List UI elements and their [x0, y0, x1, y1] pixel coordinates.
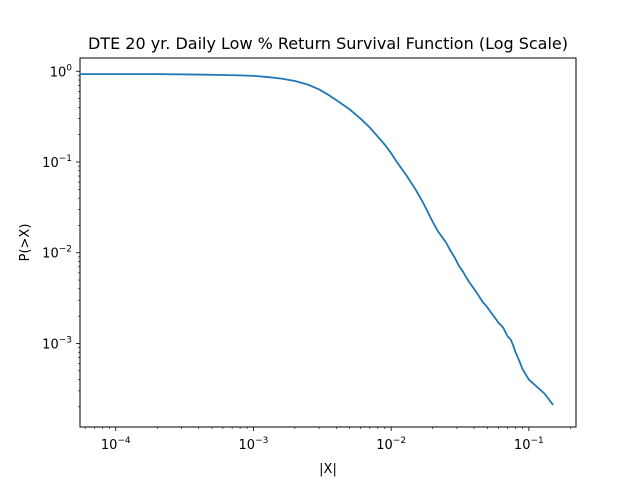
y-axis-label: P(>X)	[18, 224, 33, 262]
x-tick-label: 10−1	[514, 436, 544, 453]
y-axis: 100 10−1 10−2 10−3	[42, 63, 80, 408]
x-tick-label: 10−4	[101, 436, 131, 453]
x-tick-label: 10−2	[376, 436, 406, 453]
x-axis-label: |X|	[319, 462, 337, 477]
y-tick-label: 10−2	[42, 245, 72, 262]
series-layer	[80, 73, 554, 406]
chart-title: DTE 20 yr. Daily Low % Return Survival F…	[88, 34, 568, 53]
y-tick-label: 10−3	[42, 335, 72, 352]
y-tick-label: 100	[50, 63, 73, 80]
survival-series-line	[80, 73, 554, 406]
plot-frame	[79, 57, 577, 428]
x-tick-label: 10−3	[239, 436, 269, 453]
y-tick-label: 10−1	[42, 154, 72, 171]
x-axis: 10−4 10−3 10−2 10−1	[84, 427, 571, 453]
plot-area	[79, 57, 577, 428]
